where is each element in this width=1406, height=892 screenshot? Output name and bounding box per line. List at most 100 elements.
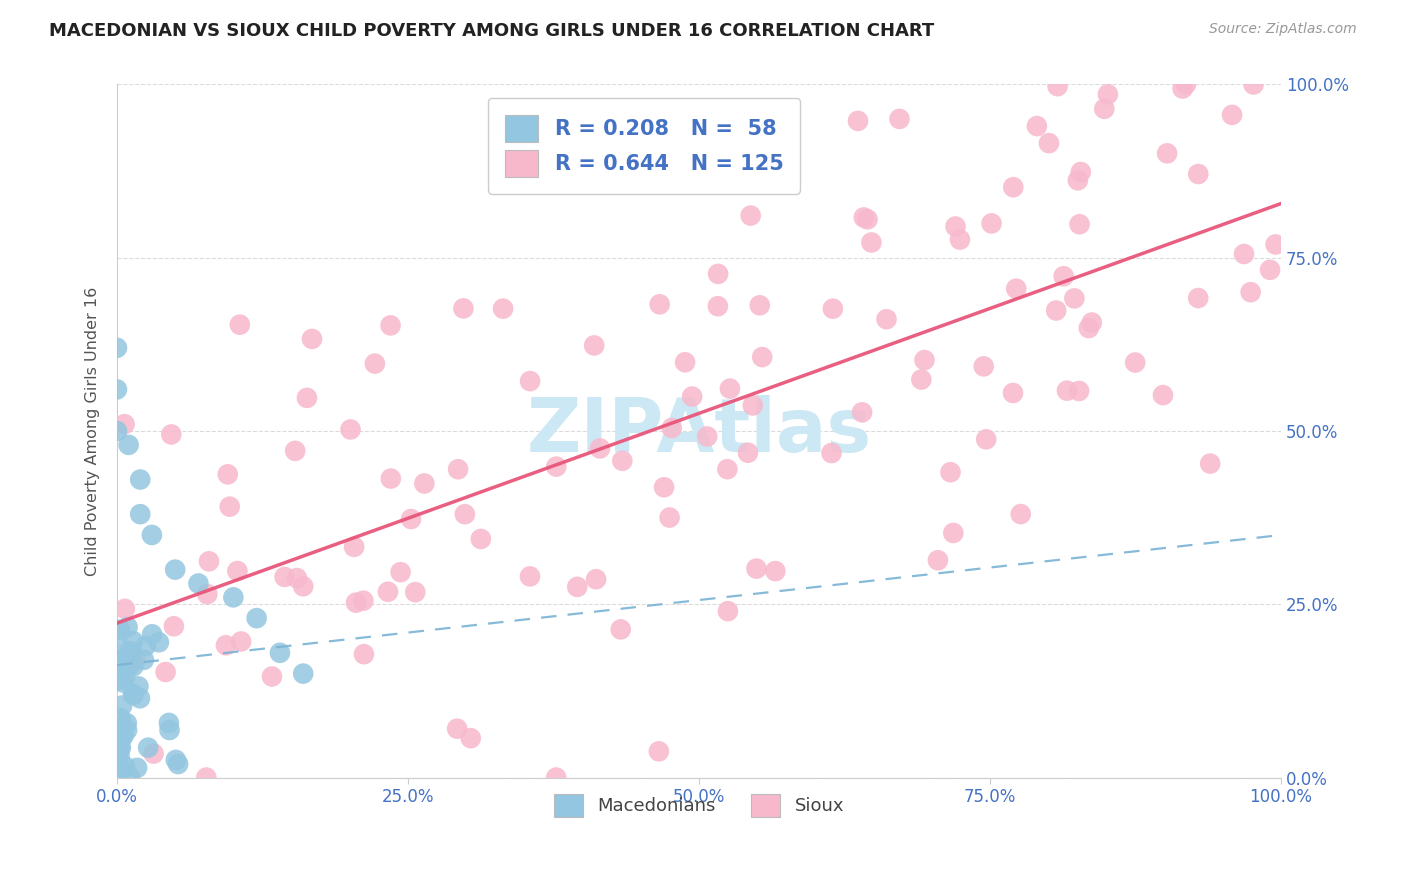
Point [105,383,128,397]
Point [107,673,129,688]
Point [129,473,152,487]
Point [1174,78,1197,92]
Point [973,359,995,374]
Point [195,587,218,601]
Point [118,770,141,784]
Point [737,446,759,460]
Point [187,576,209,591]
Point [1199,457,1222,471]
Point [852,211,875,225]
Point [108,721,131,735]
Point [112,675,135,690]
Point [165,563,187,577]
Point [609,623,631,637]
Point [404,585,426,599]
Point [707,299,730,313]
Point [129,507,152,521]
Point [718,382,741,396]
Point [846,114,869,128]
Point [1002,180,1025,194]
Point [589,442,612,456]
Point [380,318,402,333]
Point [1067,384,1090,398]
Point [447,462,470,476]
Point [1005,282,1028,296]
Point [519,374,541,388]
Point [114,669,136,683]
Legend: Macedonians, Sioux: Macedonians, Sioux [547,787,852,824]
Point [260,669,283,683]
Point [110,764,132,778]
Point [105,630,128,644]
Point [821,301,844,316]
Point [942,525,965,540]
Point [661,421,683,435]
Point [229,634,252,648]
Point [107,663,129,677]
Point [648,744,671,758]
Point [165,753,187,767]
Text: ZIPAtlas: ZIPAtlas [526,394,872,467]
Point [889,112,911,126]
Point [741,399,763,413]
Point [148,635,170,649]
Point [198,554,221,568]
Point [1152,388,1174,402]
Point [229,318,252,332]
Point [454,507,477,521]
Point [118,644,141,658]
Point [136,740,159,755]
Point [111,648,134,663]
Point [460,731,482,746]
Point [121,646,143,660]
Point [820,446,842,460]
Point [716,462,738,476]
Point [745,561,768,575]
Point [470,532,492,546]
Point [301,332,323,346]
Point [1264,237,1286,252]
Point [343,540,366,554]
Point [127,679,149,693]
Point [492,301,515,316]
Point [696,429,718,443]
Point [652,480,675,494]
Point [112,729,135,743]
Point [1046,79,1069,94]
Point [115,716,138,731]
Point [910,373,932,387]
Point [160,427,183,442]
Point [114,759,136,773]
Point [1220,108,1243,122]
Point [122,688,145,702]
Point [222,591,245,605]
Point [108,623,131,637]
Point [1045,303,1067,318]
Point [132,653,155,667]
Point [389,565,412,579]
Point [876,312,898,326]
Point [1077,321,1099,335]
Point [1243,78,1265,92]
Point [612,454,634,468]
Point [949,233,972,247]
Point [453,301,475,316]
Point [122,659,145,673]
Point [114,602,136,616]
Point [1081,316,1104,330]
Point [413,476,436,491]
Point [111,728,134,742]
Point [1038,136,1060,150]
Point [284,443,307,458]
Point [399,512,422,526]
Point [122,687,145,701]
Point [215,638,238,652]
Point [1092,102,1115,116]
Point [380,472,402,486]
Point [1187,291,1209,305]
Point [141,528,163,542]
Point [352,593,374,607]
Text: MACEDONIAN VS SIOUX CHILD POVERTY AMONG GIRLS UNDER 16 CORRELATION CHART: MACEDONIAN VS SIOUX CHILD POVERTY AMONG … [49,22,935,40]
Point [1025,119,1047,133]
Point [114,417,136,432]
